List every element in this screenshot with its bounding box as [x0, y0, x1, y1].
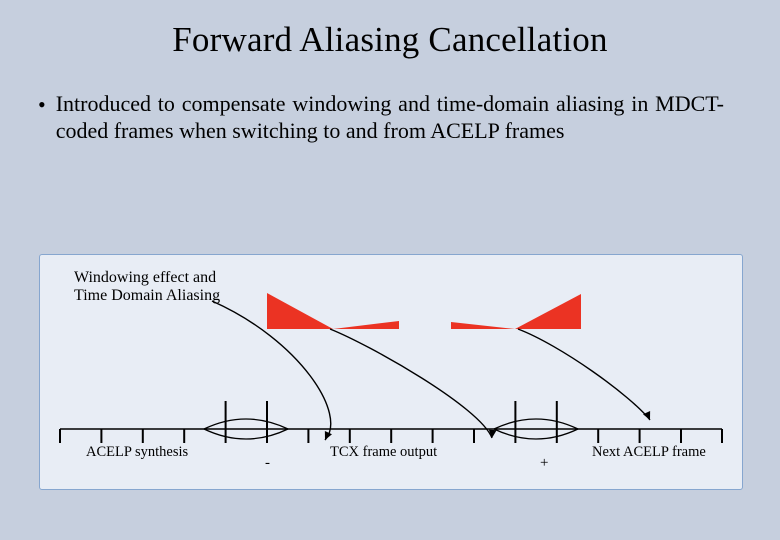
- label-acelp-synthesis: ACELP synthesis: [86, 444, 188, 461]
- annotation-text: Windowing effect and Time Domain Aliasin…: [74, 269, 220, 305]
- annotation-line1: Windowing effect and: [74, 269, 216, 286]
- timeline-ticks-short: [60, 429, 722, 443]
- aliasing-shapes: [267, 293, 581, 329]
- bullet-item: • Introduced to compensate windowing and…: [0, 60, 780, 144]
- bullet-text: Introduced to compensate windowing and t…: [56, 90, 724, 144]
- sign-minus: -: [265, 455, 270, 472]
- slide-title: Forward Aliasing Cancellation: [0, 0, 780, 60]
- bullet-marker: •: [38, 90, 56, 120]
- label-tcx-output: TCX frame output: [330, 444, 437, 461]
- label-next-acelp: Next ACELP frame: [592, 444, 706, 461]
- annotation-line2: Time Domain Aliasing: [74, 287, 220, 304]
- diagram-panel: Windowing effect and Time Domain Aliasin…: [39, 254, 743, 490]
- sign-plus: +: [540, 455, 548, 472]
